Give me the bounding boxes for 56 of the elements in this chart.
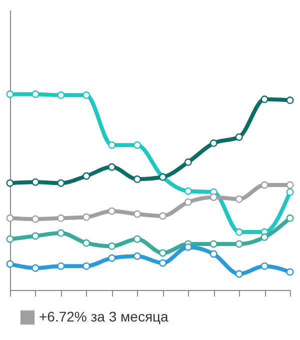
point — [6, 214, 14, 222]
point — [32, 178, 40, 186]
point — [57, 262, 65, 270]
point — [260, 262, 268, 270]
point — [235, 195, 243, 203]
point — [57, 179, 65, 187]
point — [286, 96, 294, 104]
point — [184, 243, 192, 251]
point — [108, 141, 116, 149]
point — [235, 228, 243, 236]
point — [158, 249, 166, 257]
point — [158, 212, 166, 220]
point — [57, 214, 65, 222]
point — [260, 96, 268, 104]
point — [32, 215, 40, 223]
point — [286, 268, 294, 276]
legend-label: +6.72% за 3 месяца — [39, 308, 169, 324]
point — [134, 235, 142, 243]
point — [286, 214, 294, 222]
point — [32, 232, 40, 240]
point — [210, 139, 218, 147]
point — [57, 229, 65, 237]
point — [108, 207, 116, 215]
point — [108, 163, 116, 171]
point — [235, 240, 243, 248]
point — [286, 188, 294, 196]
point — [210, 193, 218, 201]
point — [6, 235, 14, 243]
point — [184, 198, 192, 206]
point — [82, 172, 90, 180]
point — [108, 254, 116, 262]
point — [260, 233, 268, 241]
point — [82, 91, 90, 99]
point — [82, 262, 90, 270]
point — [184, 187, 192, 195]
point — [210, 240, 218, 248]
point — [235, 270, 243, 278]
point — [184, 158, 192, 166]
point — [82, 213, 90, 221]
point — [57, 91, 65, 99]
point — [260, 181, 268, 189]
point — [158, 259, 166, 267]
point — [235, 133, 243, 141]
point — [82, 239, 90, 247]
point — [32, 90, 40, 98]
point — [210, 250, 218, 258]
point — [134, 141, 142, 149]
point — [108, 242, 116, 250]
point — [6, 90, 14, 98]
point — [134, 252, 142, 260]
point — [286, 181, 294, 189]
point — [32, 264, 40, 272]
point — [134, 210, 142, 218]
point — [134, 175, 142, 183]
point — [6, 179, 14, 187]
point — [6, 260, 14, 268]
